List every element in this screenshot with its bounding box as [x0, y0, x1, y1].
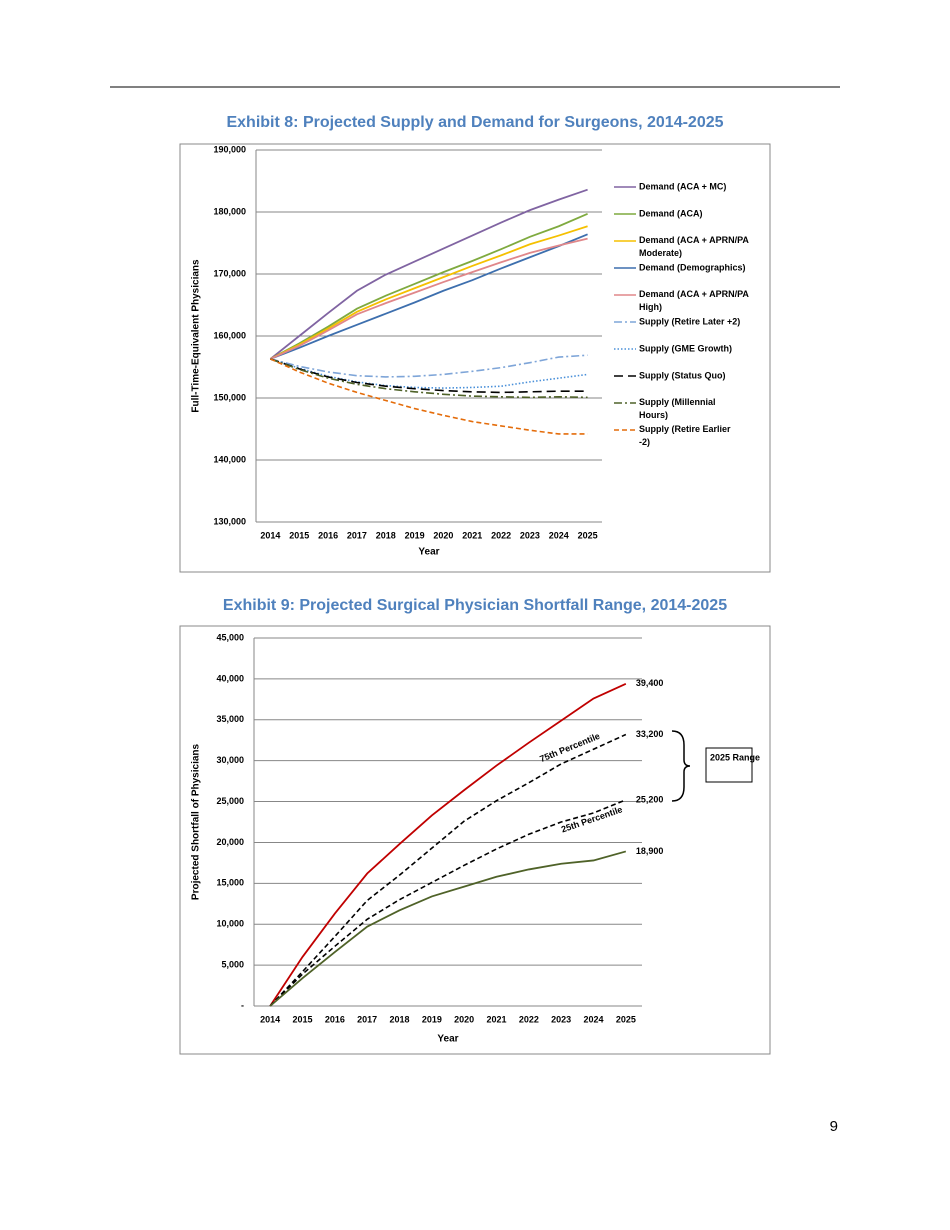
- y-tick-label: 130,000: [213, 516, 246, 526]
- x-tick-label: 2020: [433, 530, 453, 540]
- series-line: [269, 850, 627, 1007]
- chart-frame: [179, 625, 771, 1055]
- series-line: [269, 799, 627, 1007]
- y-tick-label: 20,000: [216, 837, 244, 847]
- page-number: 9: [830, 1118, 838, 1135]
- y-tick-label: 5,000: [221, 959, 244, 969]
- y-tick-label: -: [241, 1000, 244, 1010]
- x-tick-label: 2020: [454, 1014, 474, 1024]
- x-tick-label: 2025: [616, 1014, 636, 1024]
- range-label: 2025 Range: [710, 752, 760, 762]
- x-tick-label: 2015: [292, 1014, 312, 1024]
- series-line: [270, 358, 588, 399]
- y-axis-title: Full-Time-Equivalent Physicians: [191, 259, 202, 413]
- chart-frame: [179, 143, 771, 573]
- series-line: [269, 733, 627, 1007]
- series-line: [270, 225, 588, 360]
- x-tick-label: 2015: [289, 530, 309, 540]
- series-line: [270, 358, 588, 389]
- series-line: [269, 213, 588, 360]
- y-tick-label: 30,000: [216, 755, 244, 765]
- x-tick-label: 2021: [486, 1014, 506, 1024]
- x-tick-label: 2025: [578, 530, 598, 540]
- x-tick-label: 2024: [549, 530, 569, 540]
- y-tick-label: 150,000: [213, 392, 246, 402]
- y-tick-label: 160,000: [213, 330, 246, 340]
- x-tick-label: 2016: [325, 1014, 345, 1024]
- legend-label: Demand (ACA + APRN/PA Moderate): [639, 235, 749, 258]
- legend-label: Supply (Status Quo): [639, 370, 726, 380]
- series-line: [270, 354, 588, 378]
- legend-label: Supply (Millennial Hours): [639, 397, 716, 420]
- series-line: [270, 358, 588, 394]
- y-tick-label: 15,000: [216, 878, 244, 888]
- series-line: [269, 682, 627, 1007]
- y-tick-label: 190,000: [213, 144, 246, 154]
- legend-label: Demand (ACA + MC): [639, 181, 726, 191]
- y-tick-label: 180,000: [213, 206, 246, 216]
- x-tick-label: 2017: [347, 530, 367, 540]
- legend-label: Demand (Demographics): [639, 262, 746, 272]
- x-tick-label: 2024: [583, 1014, 603, 1024]
- x-tick-label: 2022: [491, 530, 511, 540]
- x-tick-label: 2018: [376, 530, 396, 540]
- x-axis-title: Year: [418, 547, 439, 558]
- x-tick-label: 2014: [260, 530, 280, 540]
- x-tick-label: 2016: [318, 530, 338, 540]
- x-tick-label: 2014: [260, 1014, 280, 1024]
- legend-label: Demand (ACA + APRN/PA High): [639, 289, 749, 312]
- data-label: 33,200: [636, 729, 664, 739]
- series-line: [270, 237, 588, 360]
- legend-label: Supply (GME Growth): [639, 343, 732, 353]
- x-tick-label: 2019: [422, 1014, 442, 1024]
- y-tick-label: 40,000: [216, 673, 244, 683]
- y-axis-title: Projected Shortfall of Physicians: [191, 743, 202, 900]
- chart-title: Exhibit 9: Projected Surgical Physician …: [223, 597, 727, 614]
- y-tick-label: 10,000: [216, 919, 244, 929]
- x-tick-label: 2022: [519, 1014, 539, 1024]
- x-tick-label: 2021: [462, 530, 482, 540]
- y-tick-label: 25,000: [216, 796, 244, 806]
- legend-label: Supply (Retire Earlier -2): [639, 424, 731, 447]
- x-axis-title: Year: [437, 1034, 458, 1045]
- chart-title: Exhibit 8: Projected Supply and Demand f…: [226, 114, 723, 131]
- y-tick-label: 140,000: [213, 454, 246, 464]
- x-tick-label: 2019: [405, 530, 425, 540]
- x-tick-label: 2023: [520, 530, 540, 540]
- y-tick-label: 35,000: [216, 714, 244, 724]
- series-line: [270, 233, 588, 360]
- legend-label: Demand (ACA): [639, 208, 703, 218]
- data-label: 39,400: [636, 678, 664, 688]
- y-tick-label: 45,000: [216, 632, 244, 642]
- range-box: [705, 747, 753, 783]
- series-line: [270, 358, 588, 435]
- x-tick-label: 2023: [551, 1014, 571, 1024]
- legend-label: Supply (Retire Later +2): [639, 316, 740, 326]
- series-line: [269, 188, 588, 360]
- data-label: 25,200: [636, 794, 664, 804]
- range-bracket: [671, 730, 691, 802]
- x-tick-label: 2017: [357, 1014, 377, 1024]
- y-tick-label: 170,000: [213, 268, 246, 278]
- data-label: 18,900: [636, 846, 664, 856]
- x-tick-label: 2018: [389, 1014, 409, 1024]
